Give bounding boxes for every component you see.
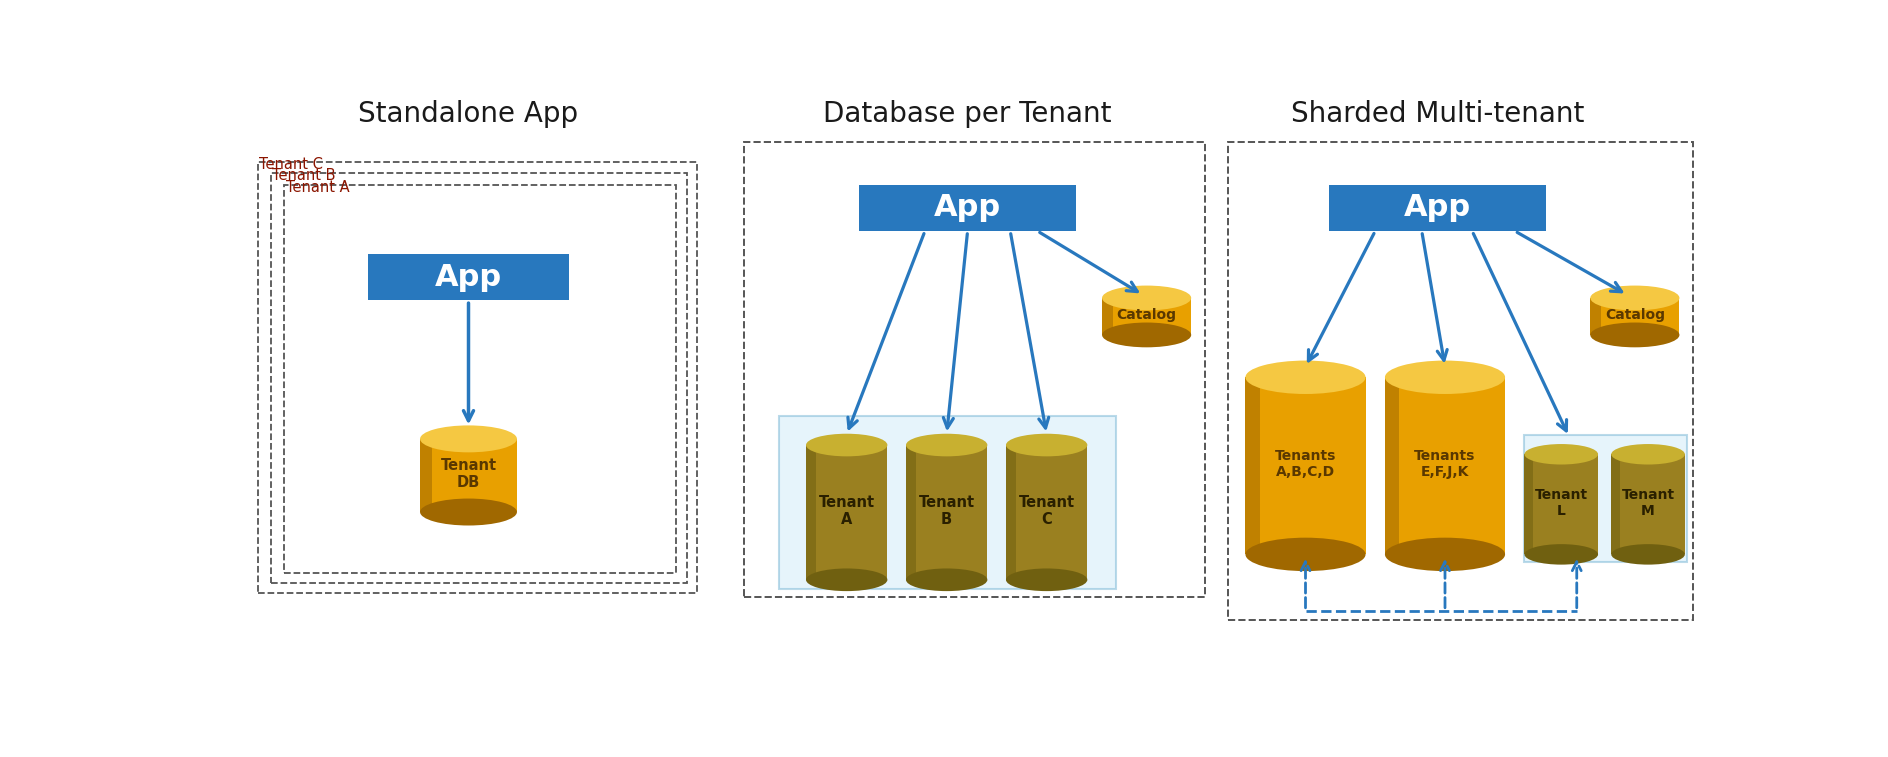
FancyBboxPatch shape bbox=[1006, 445, 1016, 580]
Ellipse shape bbox=[806, 569, 887, 591]
FancyBboxPatch shape bbox=[1524, 454, 1533, 554]
FancyBboxPatch shape bbox=[368, 254, 570, 301]
Text: App: App bbox=[434, 263, 502, 291]
Text: App: App bbox=[1403, 193, 1471, 223]
Ellipse shape bbox=[906, 434, 987, 456]
FancyBboxPatch shape bbox=[419, 439, 432, 512]
Ellipse shape bbox=[1103, 285, 1191, 310]
Text: Tenant
L: Tenant L bbox=[1535, 488, 1588, 519]
Text: Standalone App: Standalone App bbox=[359, 100, 578, 128]
FancyBboxPatch shape bbox=[1103, 298, 1191, 335]
Text: Tenant C: Tenant C bbox=[259, 157, 323, 172]
Ellipse shape bbox=[1590, 322, 1680, 347]
FancyBboxPatch shape bbox=[806, 445, 816, 580]
Ellipse shape bbox=[906, 569, 987, 591]
FancyBboxPatch shape bbox=[1386, 377, 1399, 554]
Text: Tenant
B: Tenant B bbox=[919, 495, 974, 528]
Text: Tenant A: Tenant A bbox=[285, 180, 349, 195]
FancyBboxPatch shape bbox=[906, 445, 916, 580]
FancyBboxPatch shape bbox=[1524, 454, 1597, 554]
FancyBboxPatch shape bbox=[419, 439, 517, 512]
FancyBboxPatch shape bbox=[806, 445, 887, 580]
Ellipse shape bbox=[1006, 569, 1087, 591]
FancyBboxPatch shape bbox=[778, 416, 1116, 589]
Ellipse shape bbox=[1103, 322, 1191, 347]
Ellipse shape bbox=[419, 499, 517, 525]
Text: Tenant
C: Tenant C bbox=[1020, 495, 1074, 528]
FancyBboxPatch shape bbox=[1590, 298, 1680, 335]
FancyBboxPatch shape bbox=[1386, 377, 1505, 554]
Ellipse shape bbox=[1590, 285, 1680, 310]
Ellipse shape bbox=[1006, 434, 1087, 456]
FancyBboxPatch shape bbox=[1329, 185, 1546, 231]
Ellipse shape bbox=[419, 425, 517, 453]
Ellipse shape bbox=[1610, 444, 1684, 465]
Text: Database per Tenant: Database per Tenant bbox=[823, 100, 1112, 128]
Ellipse shape bbox=[1524, 444, 1597, 465]
Ellipse shape bbox=[1386, 360, 1505, 394]
Text: Sharded Multi-tenant: Sharded Multi-tenant bbox=[1291, 100, 1584, 128]
Text: Tenants
A,B,C,D: Tenants A,B,C,D bbox=[1274, 449, 1337, 479]
FancyBboxPatch shape bbox=[1006, 445, 1087, 580]
Text: Tenant
DB: Tenant DB bbox=[440, 458, 497, 491]
Text: App: App bbox=[935, 193, 1001, 223]
Text: Tenant
A: Tenant A bbox=[819, 495, 874, 528]
FancyBboxPatch shape bbox=[1103, 298, 1112, 335]
Ellipse shape bbox=[1524, 544, 1597, 565]
Ellipse shape bbox=[1386, 537, 1505, 571]
Ellipse shape bbox=[1246, 537, 1365, 571]
FancyBboxPatch shape bbox=[859, 185, 1076, 231]
FancyBboxPatch shape bbox=[1246, 377, 1259, 554]
Ellipse shape bbox=[1610, 544, 1684, 565]
FancyBboxPatch shape bbox=[1590, 298, 1601, 335]
Ellipse shape bbox=[806, 434, 887, 456]
Text: Catalog: Catalog bbox=[1605, 308, 1665, 322]
Text: Tenant B: Tenant B bbox=[272, 168, 336, 183]
Text: Tenants
E,F,J,K: Tenants E,F,J,K bbox=[1414, 449, 1476, 479]
FancyBboxPatch shape bbox=[1610, 454, 1684, 554]
FancyBboxPatch shape bbox=[906, 445, 987, 580]
FancyBboxPatch shape bbox=[1524, 435, 1686, 562]
Text: Tenant
M: Tenant M bbox=[1622, 488, 1675, 519]
FancyBboxPatch shape bbox=[1246, 377, 1365, 554]
Ellipse shape bbox=[1246, 360, 1365, 394]
FancyBboxPatch shape bbox=[1610, 454, 1620, 554]
Text: Catalog: Catalog bbox=[1116, 308, 1176, 322]
